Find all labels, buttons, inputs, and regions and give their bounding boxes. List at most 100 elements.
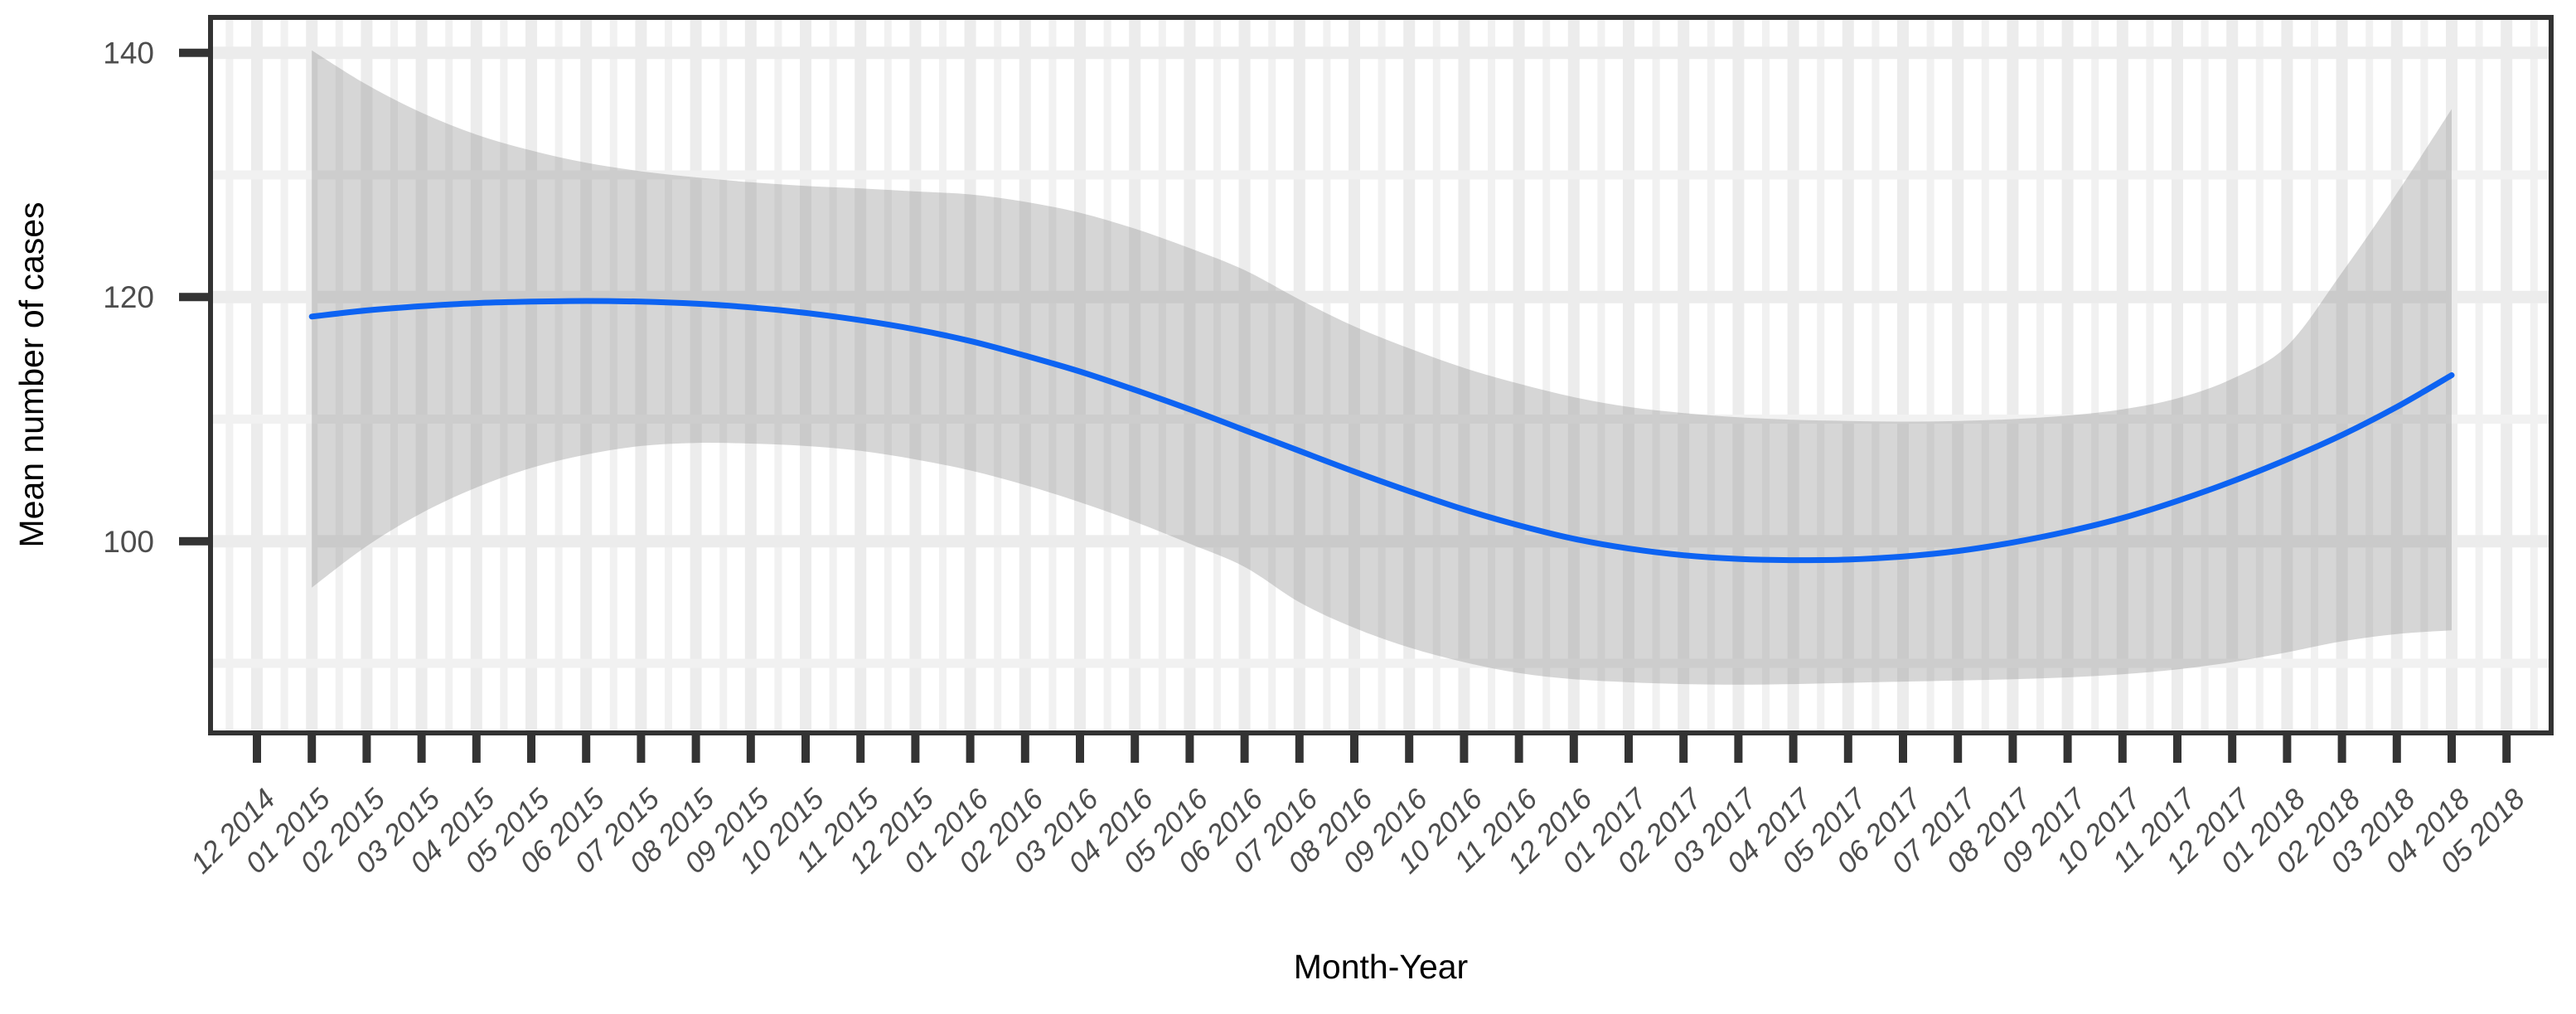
gridline-vertical-major bbox=[1019, 17, 1031, 733]
gridline-vertical-minor bbox=[1213, 17, 1221, 733]
x-tick-mark bbox=[1679, 735, 1688, 763]
gridline-vertical-major bbox=[1842, 17, 1854, 733]
gridlines bbox=[211, 17, 2551, 733]
x-tick-mark bbox=[1789, 735, 1798, 763]
y-tick-mark bbox=[179, 536, 211, 546]
gridline-vertical-minor bbox=[390, 17, 398, 733]
x-tick-mark bbox=[1295, 735, 1304, 763]
y-tick-label: 120 bbox=[103, 280, 154, 314]
gridline-vertical-minor bbox=[1103, 17, 1111, 733]
gridline-vertical-minor bbox=[719, 17, 728, 733]
x-tick-mark bbox=[2118, 735, 2127, 763]
gridline-vertical-minor bbox=[1981, 17, 1989, 733]
gridline-vertical-minor bbox=[2146, 17, 2154, 733]
gridline-vertical-major bbox=[744, 17, 757, 733]
axis-tick-marks bbox=[179, 48, 2511, 763]
gridline-vertical-major bbox=[1623, 17, 1634, 733]
gridline-vertical-minor bbox=[2420, 17, 2428, 733]
gridline-vertical-minor bbox=[2311, 17, 2318, 733]
gridline-vertical-minor bbox=[1158, 17, 1166, 733]
gridline-vertical-minor bbox=[1048, 17, 1057, 733]
x-tick-mark bbox=[911, 735, 920, 763]
gridline-vertical-major bbox=[1567, 17, 1580, 733]
gridline-vertical-major bbox=[964, 17, 976, 733]
confidence-ribbon bbox=[312, 50, 2453, 685]
panel-border-rect bbox=[208, 15, 2554, 735]
x-tick-mark bbox=[2337, 735, 2346, 763]
smooth-line bbox=[308, 298, 2455, 564]
gridline-vertical-major bbox=[1403, 17, 1416, 733]
gridline-vertical-major bbox=[909, 17, 922, 733]
x-tick-mark bbox=[2392, 735, 2401, 763]
x-tick-mark bbox=[527, 735, 535, 763]
x-tick-mark bbox=[856, 735, 865, 763]
x-tick-mark bbox=[2008, 735, 2017, 763]
gridline-horizontal-major bbox=[211, 535, 2551, 548]
x-tick-mark bbox=[1954, 735, 1963, 763]
gridline-vertical-major bbox=[2390, 17, 2403, 733]
x-tick-mark bbox=[2173, 735, 2181, 763]
x-tick-mark bbox=[966, 735, 975, 763]
x-tick-mark bbox=[1569, 735, 1578, 763]
gridline-vertical-major bbox=[470, 17, 482, 733]
gridline-vertical-major bbox=[525, 17, 537, 733]
y-tick-mark bbox=[179, 48, 211, 57]
gridline-vertical-major bbox=[1184, 17, 1196, 733]
y-axis-title: Mean number of cases bbox=[12, 201, 51, 547]
gridline-vertical-major bbox=[2172, 17, 2183, 733]
gridline-vertical-minor bbox=[335, 17, 343, 733]
x-tick-mark bbox=[1514, 735, 1523, 763]
gridline-vertical-major bbox=[1458, 17, 1470, 733]
gridline-vertical-major bbox=[2281, 17, 2293, 733]
gridline-vertical-major bbox=[855, 17, 867, 733]
gridline-vertical-minor bbox=[1817, 17, 1825, 733]
x-tick-mark bbox=[2448, 735, 2456, 763]
x-tick-mark bbox=[2502, 735, 2511, 763]
x-tick-mark bbox=[1405, 735, 1414, 763]
gridline-vertical-minor bbox=[2091, 17, 2099, 733]
gridline-vertical-minor bbox=[884, 17, 892, 733]
gridline-vertical-minor bbox=[2201, 17, 2209, 733]
y-tick-label: 140 bbox=[103, 36, 154, 70]
gridline-vertical-major bbox=[1129, 17, 1141, 733]
gridline-vertical-minor bbox=[1926, 17, 1934, 733]
gridline-vertical-minor bbox=[225, 17, 234, 733]
gridline-vertical-minor bbox=[1268, 17, 1276, 733]
gridline-vertical-major bbox=[1238, 17, 1251, 733]
gridline-vertical-minor bbox=[445, 17, 453, 733]
x-tick-mark bbox=[253, 735, 261, 763]
gridline-vertical-major bbox=[415, 17, 428, 733]
x-tick-mark bbox=[2228, 735, 2237, 763]
gridline-vertical-major bbox=[1787, 17, 1799, 733]
gridline-vertical-major bbox=[2061, 17, 2074, 733]
smooth-line-path bbox=[308, 298, 2455, 564]
gridline-vertical-minor bbox=[1488, 17, 1495, 733]
gridline-vertical-major bbox=[690, 17, 702, 733]
gridline-vertical-minor bbox=[1652, 17, 1660, 733]
gridline-vertical-major bbox=[800, 17, 811, 733]
y-tick-label: 100 bbox=[103, 525, 154, 559]
x-tick-mark bbox=[1734, 735, 1743, 763]
gridline-vertical-minor bbox=[1432, 17, 1441, 733]
gridline-vertical-major bbox=[306, 17, 318, 733]
gridline-vertical-minor bbox=[1597, 17, 1605, 733]
x-tick-mark bbox=[2063, 735, 2072, 763]
gridline-horizontal-minor bbox=[211, 658, 2551, 668]
x-tick-mark bbox=[1899, 735, 1907, 763]
gridline-vertical-minor bbox=[280, 17, 288, 733]
gridline-vertical-major bbox=[2116, 17, 2128, 733]
gridline-vertical-minor bbox=[994, 17, 1002, 733]
x-tick-mark bbox=[637, 735, 646, 763]
gridline-vertical-minor bbox=[554, 17, 563, 733]
x-tick-mark bbox=[1240, 735, 1249, 763]
gridline-vertical-major bbox=[1732, 17, 1745, 733]
gridline-vertical-major bbox=[1293, 17, 1305, 733]
x-tick-mark bbox=[472, 735, 481, 763]
gridline-vertical-minor bbox=[1707, 17, 1715, 733]
gridline-vertical-minor bbox=[2036, 17, 2044, 733]
gridline-vertical-minor bbox=[1323, 17, 1331, 733]
x-tick-mark bbox=[1350, 735, 1358, 763]
gridline-vertical-major bbox=[1074, 17, 1086, 733]
